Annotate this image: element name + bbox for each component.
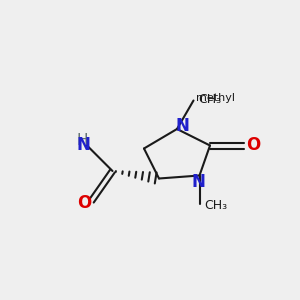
Text: N: N — [176, 117, 189, 135]
Text: O: O — [77, 194, 91, 211]
Text: N: N — [192, 173, 206, 191]
Text: N: N — [76, 136, 90, 154]
Text: O: O — [246, 136, 261, 154]
Text: methyl: methyl — [196, 92, 235, 103]
Text: H: H — [77, 133, 88, 148]
Text: CH₃: CH₃ — [198, 92, 221, 106]
Text: CH₃: CH₃ — [204, 199, 227, 212]
